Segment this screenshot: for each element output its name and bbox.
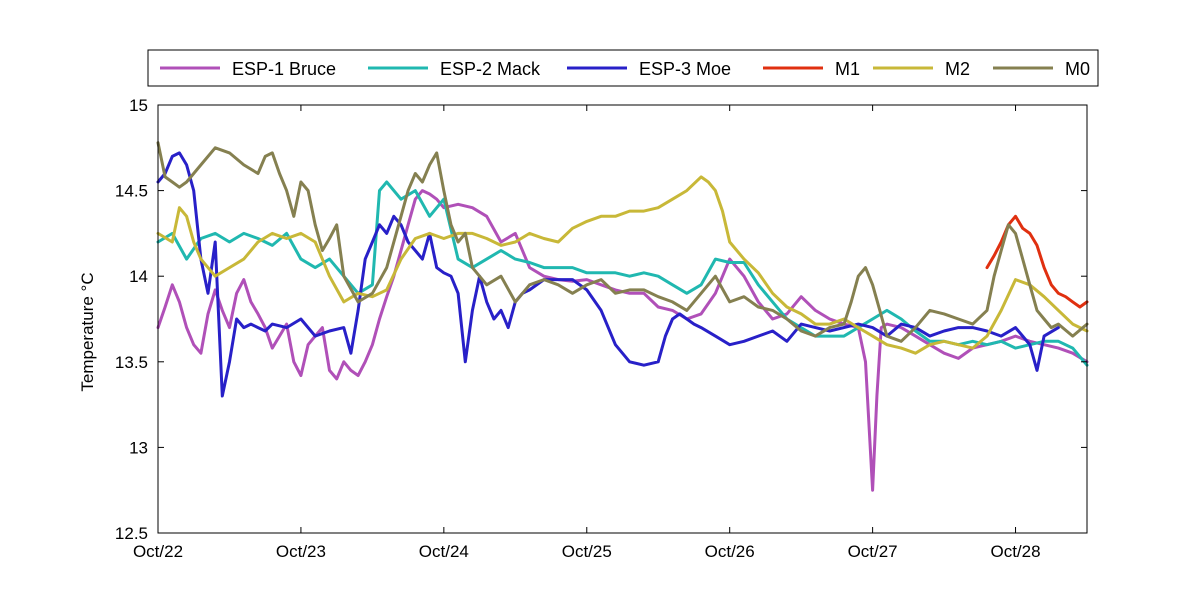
- y-tick-label: 12.5: [115, 524, 148, 543]
- legend-label: ESP-3 Moe: [639, 59, 731, 79]
- series-line-1: [156, 180, 1089, 367]
- plot-area-frame: [157, 104, 1088, 534]
- series-lines: [156, 141, 1089, 492]
- series-line-4: [156, 175, 1089, 355]
- x-tick-label: Oct/25: [562, 542, 612, 561]
- legend: ESP-1 Bruce ESP-2 Mack ESP-3 Moe M1 M2 M0: [147, 49, 1099, 87]
- legend-label: ESP-2 Mack: [440, 59, 541, 79]
- x-tick-label: Oct/28: [990, 542, 1040, 561]
- legend-label: M1: [835, 59, 860, 79]
- y-tick-label: 14.5: [115, 182, 148, 201]
- axis-ticks: Oct/22 Oct/23 Oct/24 Oct/25 Oct/26 Oct/27 Oct/…: [115, 96, 1087, 561]
- legend-label: M2: [945, 59, 970, 79]
- y-axis-label: Temperature °C: [78, 272, 97, 391]
- x-tick-label: Oct/27: [848, 542, 898, 561]
- y-tick-label: 15: [129, 96, 148, 115]
- series-line-2: [156, 151, 1060, 398]
- x-tick-label: Oct/23: [276, 542, 326, 561]
- series-line-3: [985, 214, 1089, 309]
- x-tick-label: Oct/24: [419, 542, 469, 561]
- y-tick-label: 14: [129, 267, 148, 286]
- y-tick-label: 13.5: [115, 353, 148, 372]
- x-tick-label: Oct/26: [705, 542, 755, 561]
- x-tick-label: Oct/22: [133, 542, 183, 561]
- legend-label: M0: [1065, 59, 1090, 79]
- y-tick-label: 13: [129, 438, 148, 457]
- legend-label: ESP-1 Bruce: [232, 59, 336, 79]
- series-line-5: [156, 141, 1089, 343]
